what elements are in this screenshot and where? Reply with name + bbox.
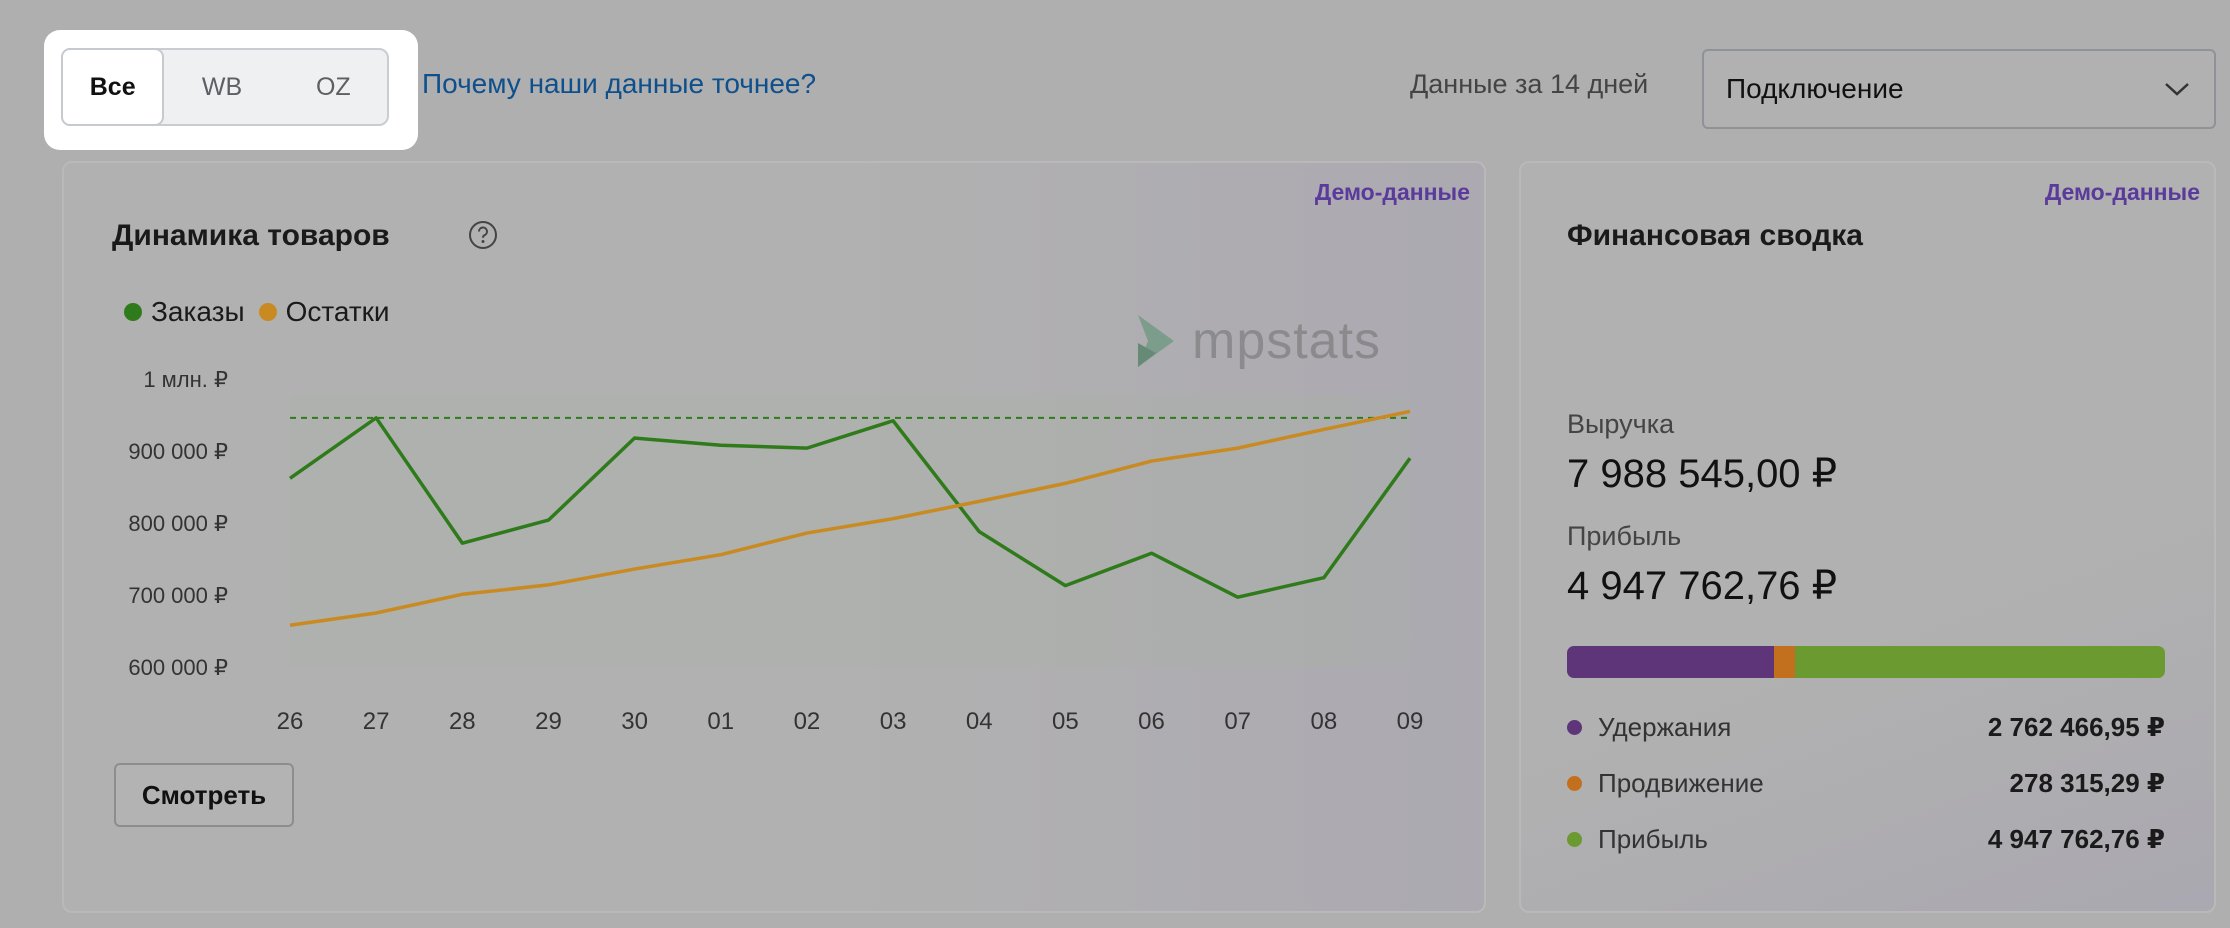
x-tick-label: 28 bbox=[449, 708, 476, 735]
breakdown-name: Удержания bbox=[1598, 712, 1732, 742]
breakdown-value: 278 315,29 ₽ bbox=[2009, 768, 2165, 798]
connection-select[interactable]: Подключение bbox=[1702, 49, 2216, 129]
dynamics-card: Демо-данные Динамика товаров Заказы Оста… bbox=[62, 161, 1486, 913]
help-icon[interactable] bbox=[468, 220, 498, 250]
finance-card: Демо-данные Финансовая сводка Выручка 7 … bbox=[1519, 161, 2216, 913]
revenue-value: 7 988 545,00 ₽ bbox=[1567, 452, 1838, 496]
view-button[interactable]: Смотреть bbox=[114, 763, 294, 827]
legend-item-stock[interactable]: Остатки bbox=[258, 296, 390, 328]
mpstats-watermark: mpstats bbox=[1134, 311, 1381, 371]
finance-bar-segment bbox=[1794, 646, 2165, 678]
mpstats-logo-icon bbox=[1138, 315, 1174, 367]
breakdown-row-holdings: Удержания 2 762 466,95 ₽ bbox=[1567, 712, 2165, 743]
tab-oz[interactable]: OZ bbox=[315, 72, 351, 101]
finance-bar-segment bbox=[1567, 646, 1774, 678]
dynamics-chart: 1 млн. ₽ 900 000 ₽ 800 000 ₽ 700 000 ₽ 600 0… bbox=[128, 367, 1424, 735]
x-tick-label: 26 bbox=[277, 708, 304, 735]
finance-bar-segment bbox=[1773, 646, 1795, 678]
chart-legend: Заказы Остатки bbox=[124, 296, 390, 328]
holdings-dot-icon bbox=[1567, 720, 1582, 735]
x-tick-label: 07 bbox=[1224, 708, 1251, 735]
finance-title: Финансовая сводка bbox=[1567, 219, 1863, 252]
y-tick-label: 700 000 ₽ bbox=[128, 583, 228, 608]
demo-badge: Демо-данные bbox=[1314, 179, 1470, 205]
x-tick-label: 05 bbox=[1052, 708, 1079, 735]
breakdown-value: 2 762 466,95 ₽ bbox=[1987, 712, 2165, 742]
legend-item-orders[interactable]: Заказы bbox=[124, 296, 245, 328]
marketplace-tabs: Все WB OZ bbox=[61, 48, 389, 126]
breakdown-value: 4 947 762,76 ₽ bbox=[1987, 824, 2165, 854]
x-tick-label: 30 bbox=[621, 708, 648, 735]
demo-badge: Демо-данные bbox=[2044, 179, 2200, 205]
dynamics-title: Динамика товаров bbox=[112, 219, 390, 252]
profit-value: 4 947 762,76 ₽ bbox=[1567, 564, 1838, 608]
y-tick-label: 800 000 ₽ bbox=[128, 511, 228, 536]
x-tick-label: 08 bbox=[1310, 708, 1337, 735]
y-tick-label: 900 000 ₽ bbox=[128, 439, 228, 464]
x-tick-label: 04 bbox=[966, 708, 993, 735]
period-label: Данные за 14 дней bbox=[1410, 69, 1649, 99]
connection-select-value: Подключение bbox=[1726, 73, 1904, 104]
stock-dot-icon bbox=[258, 303, 277, 321]
x-tick-label: 02 bbox=[794, 708, 821, 735]
x-tick-label: 06 bbox=[1138, 708, 1165, 735]
breakdown-name: Прибыль bbox=[1598, 824, 1708, 854]
tab-wb[interactable]: WB bbox=[201, 72, 243, 101]
orders-series-line bbox=[288, 416, 1412, 599]
x-tick-label: 01 bbox=[707, 708, 734, 735]
x-tick-label: 27 bbox=[363, 708, 390, 735]
plot-area bbox=[290, 395, 1410, 667]
promotion-dot-icon bbox=[1567, 776, 1582, 791]
why-data-link[interactable]: Почему наши данные точнее? bbox=[422, 68, 817, 99]
finance-stacked-bar bbox=[1567, 646, 2165, 678]
legend-label-stock: Остатки bbox=[285, 296, 390, 327]
y-tick-label: 600 000 ₽ bbox=[128, 655, 228, 680]
x-tick-label: 03 bbox=[880, 708, 907, 735]
x-tick-label: 29 bbox=[535, 708, 562, 735]
orders-dot-icon bbox=[124, 303, 142, 321]
revenue-label: Выручка bbox=[1567, 409, 1675, 439]
stock-series-line bbox=[289, 409, 1411, 627]
y-tick-label: 1 млн. ₽ bbox=[143, 367, 228, 392]
profit-dot-icon bbox=[1567, 832, 1582, 847]
watermark-text: mpstats bbox=[1192, 312, 1382, 370]
legend-label-orders: Заказы bbox=[151, 296, 245, 327]
x-tick-label: 09 bbox=[1397, 708, 1424, 735]
breakdown-name: Продвижение bbox=[1598, 768, 1764, 798]
tab-all[interactable]: Все bbox=[61, 48, 165, 126]
chevron-down-icon bbox=[2165, 83, 2189, 96]
profit-label: Прибыль bbox=[1567, 521, 1682, 551]
breakdown-row-profit: Прибыль 4 947 762,76 ₽ bbox=[1567, 824, 2165, 855]
breakdown-row-promotion: Продвижение 278 315,29 ₽ bbox=[1567, 768, 2165, 799]
